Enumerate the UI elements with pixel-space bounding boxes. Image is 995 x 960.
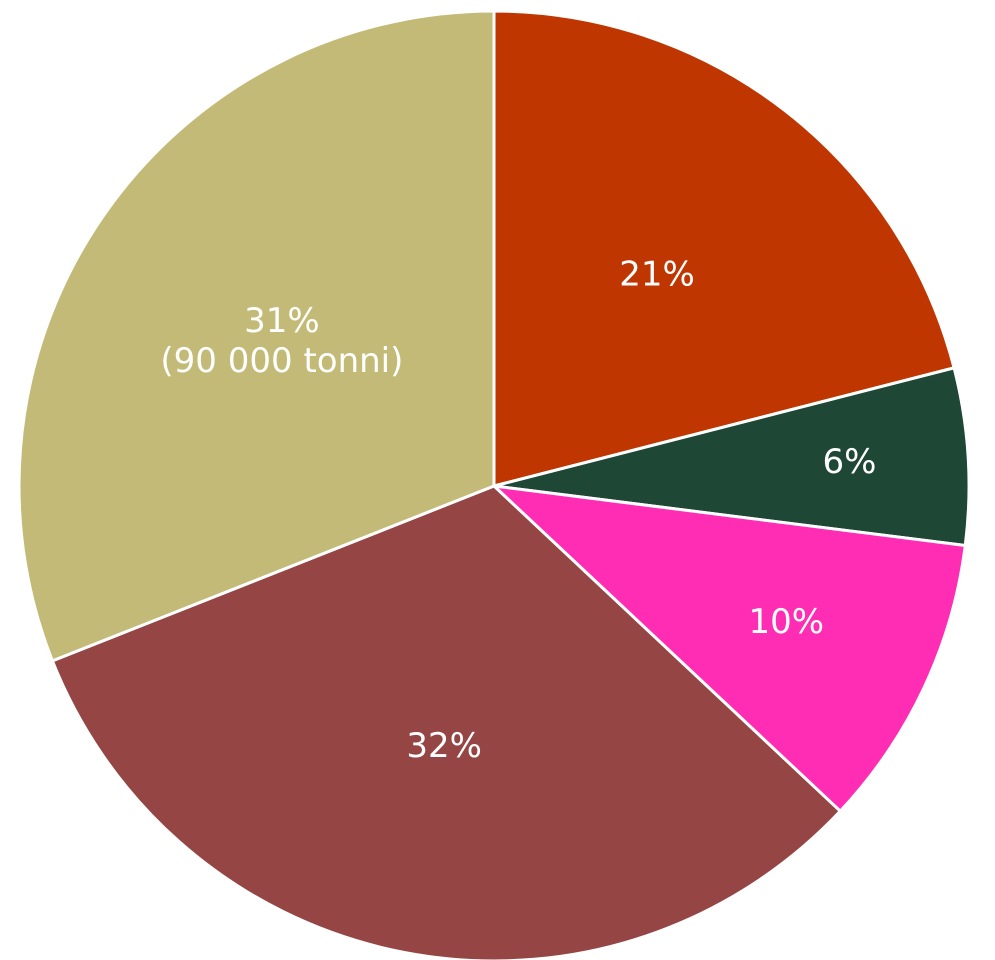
slice-sublabel: (90 000 tonni) — [160, 340, 403, 380]
pie-slice-1 — [492, 9, 956, 488]
pie-slice-2 — [492, 366, 971, 548]
pie-slice-5 — [17, 9, 496, 663]
pie-slice-4 — [50, 484, 842, 960]
slice-label-3: 10% — [749, 602, 825, 642]
slice-label-5: 31% (90 000 tonni) — [160, 300, 403, 380]
slice-label-2: 6% — [823, 442, 877, 482]
slice-label-4: 32% — [406, 726, 482, 766]
pie-slice-3 — [492, 484, 967, 813]
pie-slices — [17, 9, 971, 960]
slice-label-1: 21% — [619, 254, 695, 294]
slice-percent: 31% — [244, 300, 320, 340]
pie-labels: 21% 6% 10% 32% 31% (90 000 tonni) — [160, 254, 876, 766]
